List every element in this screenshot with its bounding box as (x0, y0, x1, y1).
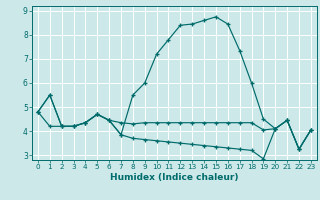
X-axis label: Humidex (Indice chaleur): Humidex (Indice chaleur) (110, 173, 239, 182)
